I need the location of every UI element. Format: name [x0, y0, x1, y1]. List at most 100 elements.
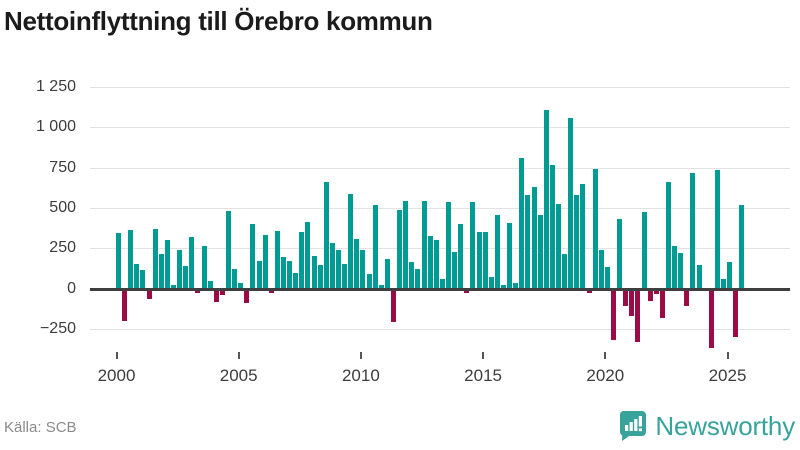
bar-2020Q1 [604, 266, 610, 289]
bar-2010Q3 [372, 204, 378, 289]
bar-2017Q3 [543, 109, 549, 289]
bar-2011Q3 [397, 209, 403, 289]
bar-2017Q2 [537, 215, 543, 289]
bar-2016Q1 [507, 223, 512, 289]
bar-2000Q3 [128, 229, 134, 289]
bar-2001Q3 [152, 229, 158, 289]
bar-2008Q4 [329, 242, 335, 289]
bar-2018Q4 [574, 195, 580, 289]
bar-2015Q4 [500, 284, 506, 289]
bar-2015Q2 [488, 276, 494, 289]
gridline-1250 [90, 87, 790, 89]
bar-2010Q4 [378, 284, 384, 289]
newsworthy-badge-icon [619, 410, 647, 442]
bar-2014Q1 [458, 224, 464, 289]
bar-2000Q4 [134, 263, 140, 289]
bar-2025Q1 [727, 262, 732, 289]
bar-2015Q3 [494, 215, 500, 289]
bar-2012Q1 [409, 262, 415, 289]
x-axis-label: 2020 [586, 366, 625, 385]
bar-2008Q3 [323, 182, 329, 289]
x-tick-2025 [726, 352, 729, 359]
x-tick-2000 [115, 352, 118, 359]
bar-2021Q2 [635, 288, 641, 342]
gridline--250 [90, 329, 790, 330]
x-axis-label: 2015 [464, 366, 502, 385]
bar-2018Q2 [562, 254, 567, 289]
y-axis-label: 0 [67, 279, 76, 297]
x-tick-2015 [482, 352, 485, 359]
bar-2004Q2 [219, 288, 225, 296]
chart-title: Nettoinflyttning till Örebro kommun [4, 6, 433, 36]
zero-axis-line [90, 287, 790, 291]
bar-2022Q3 [665, 182, 671, 289]
x-axis-label: 2010 [341, 366, 380, 385]
bar-2024Q2 [708, 288, 714, 348]
bar-2009Q1 [336, 250, 341, 289]
bar-2022Q1 [653, 288, 659, 295]
bar-2011Q4 [403, 200, 409, 289]
bar-2013Q3 [445, 202, 451, 289]
bar-2024Q3 [714, 170, 720, 289]
bar-2003Q3 [201, 246, 207, 289]
bar-2016Q2 [513, 283, 519, 289]
bar-2017Q1 [531, 187, 537, 289]
bar-2001Q1 [140, 270, 146, 289]
bar-2018Q3 [568, 117, 574, 289]
bar-2003Q2 [195, 288, 201, 294]
bar-2006Q4 [281, 257, 286, 289]
bar-2009Q4 [354, 238, 360, 289]
bar-2007Q1 [287, 260, 293, 289]
bar-2009Q2 [342, 263, 348, 289]
bar-2021Q1 [629, 288, 635, 317]
bar-2002Q3 [177, 250, 183, 289]
bar-2013Q2 [439, 279, 445, 289]
bar-2023Q1 [678, 253, 684, 289]
bar-2020Q4 [623, 288, 629, 307]
bar-2025Q2 [733, 288, 739, 338]
bar-2023Q2 [684, 288, 690, 307]
bar-2018Q1 [555, 204, 561, 289]
bar-2016Q3 [519, 158, 525, 289]
bar-2014Q3 [470, 201, 476, 289]
bar-2019Q1 [580, 183, 586, 289]
bar-2010Q2 [366, 274, 372, 289]
bar-2011Q2 [390, 288, 396, 322]
bar-2011Q1 [384, 258, 390, 289]
bar-2009Q3 [348, 193, 354, 289]
bar-2004Q3 [226, 210, 231, 289]
bar-2022Q4 [672, 246, 677, 289]
bar-2020Q2 [610, 288, 616, 341]
bar-2001Q2 [146, 288, 152, 300]
bar-2003Q4 [207, 280, 213, 289]
bar-2000Q1 [116, 233, 121, 289]
bar-2005Q2 [244, 288, 250, 304]
bar-2014Q2 [464, 288, 470, 294]
gridline-1000 [90, 127, 790, 129]
x-tick-2020 [604, 352, 607, 359]
bar-2002Q1 [164, 240, 170, 289]
bar-2012Q4 [427, 236, 433, 289]
source-caption: Källa: SCB [4, 419, 77, 436]
gridline-750 [90, 167, 790, 169]
bar-2017Q4 [549, 165, 555, 289]
bar-2022Q2 [659, 288, 665, 319]
bar-2004Q4 [232, 269, 238, 289]
x-tick-2005 [237, 352, 240, 359]
y-axis-label: 750 [49, 158, 76, 176]
bar-2004Q1 [213, 288, 219, 303]
x-axis-label: 2005 [219, 366, 258, 385]
bar-2023Q3 [690, 173, 696, 289]
bar-2002Q2 [171, 284, 176, 289]
bar-2012Q3 [421, 200, 427, 289]
newsworthy-logo[interactable]: Newsworthy [619, 410, 795, 442]
bar-2021Q4 [647, 288, 653, 301]
newsworthy-logo-text: Newsworthy [655, 410, 795, 441]
bar-2006Q1 [262, 234, 268, 289]
bar-2023Q4 [696, 265, 702, 289]
bar-2007Q2 [293, 273, 299, 289]
bar-2014Q4 [476, 232, 482, 289]
bar-2013Q4 [452, 252, 458, 289]
